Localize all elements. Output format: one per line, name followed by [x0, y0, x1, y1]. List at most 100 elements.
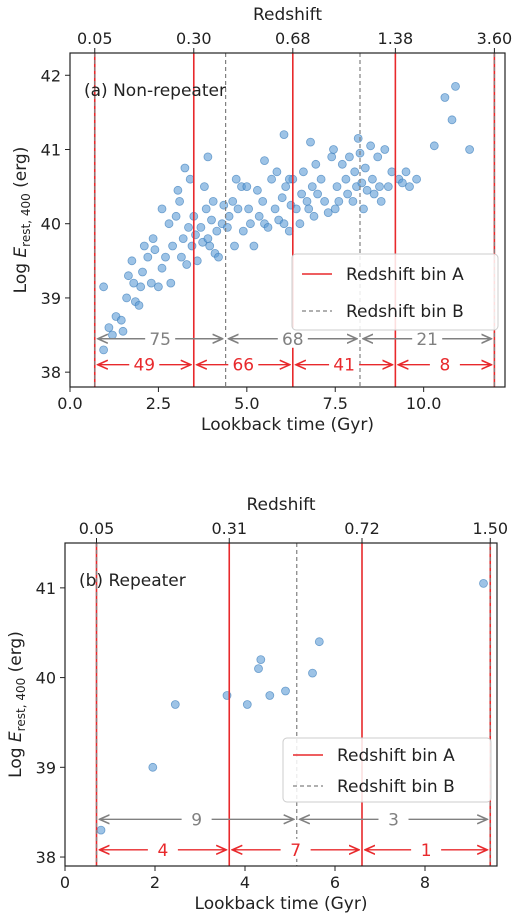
data-point: [267, 174, 277, 184]
plot-frame: [64, 542, 498, 867]
data-point: [309, 211, 319, 221]
y-axis-title-prefix: Log: [6, 742, 26, 778]
data-point: [348, 196, 358, 206]
data-point: [168, 241, 178, 251]
data-point: [260, 156, 269, 166]
data-point: [405, 182, 414, 192]
data-point: [161, 252, 170, 262]
legend-box: [282, 737, 492, 803]
data-point: [316, 174, 326, 184]
legend: Redshift bin A Redshift bin B: [291, 253, 499, 331]
data-point: [254, 211, 264, 221]
bin-b-count-label: 68: [282, 330, 304, 350]
x-axis-title: Lookback time (Gyr): [201, 415, 374, 435]
bin-b-count-label: 9: [191, 810, 202, 830]
x-tick-label: 0: [60, 873, 70, 892]
data-point: [330, 204, 340, 214]
data-point: [242, 182, 252, 192]
data-point: [297, 189, 307, 199]
data-point: [401, 167, 411, 177]
y-axis-title-variable: E: [11, 247, 31, 258]
data-point: [447, 115, 457, 125]
redshift-axis-title: Redshift: [253, 5, 322, 25]
y-axis-title-unit: (erg): [11, 147, 31, 194]
data-point: [451, 82, 460, 91]
data-point: [272, 167, 282, 177]
data-point: [281, 182, 291, 192]
data-point: [254, 664, 263, 673]
data-point: [139, 241, 149, 251]
data-point: [224, 211, 234, 221]
data-point: [191, 230, 200, 240]
legend-label-bin-b: Redshift bin B: [346, 302, 464, 322]
data-point: [127, 256, 137, 266]
data-point: [344, 152, 354, 162]
data-point: [383, 182, 393, 192]
data-point: [157, 204, 167, 214]
redshift-tick-label: 0.30: [176, 29, 212, 48]
y-tick-label: 38: [36, 848, 56, 867]
y-axis-title-unit: (erg): [6, 631, 26, 678]
data-point: [329, 145, 338, 154]
data-point: [376, 196, 386, 206]
data-point: [184, 222, 193, 232]
data-point: [357, 178, 367, 188]
data-point: [265, 691, 275, 700]
panel-label: (a) Non-repeater: [84, 81, 226, 101]
data-point: [320, 196, 330, 206]
data-point: [362, 185, 372, 195]
data-point: [153, 282, 163, 292]
data-point: [313, 189, 323, 199]
redshift-tick-label: 0.05: [79, 519, 115, 538]
data-point: [242, 700, 252, 709]
data-point: [118, 326, 128, 336]
data-point: [307, 182, 317, 192]
data-point: [397, 178, 407, 188]
data-point: [359, 204, 368, 214]
redshift-tick-label: 3.60: [477, 29, 513, 48]
data-point: [180, 163, 190, 173]
data-point: [440, 93, 450, 102]
data-point: [150, 245, 160, 255]
data-point: [256, 655, 266, 664]
data-point: [244, 204, 254, 214]
data-point: [279, 130, 289, 140]
y-axis-title-subscript: rest, 400: [19, 193, 33, 247]
data-point: [148, 234, 158, 244]
data-point: [479, 579, 488, 588]
y-tick-label: 42: [41, 66, 61, 85]
bin-a-count-label: 41: [333, 356, 355, 376]
data-point: [341, 174, 351, 184]
data-point: [298, 167, 308, 177]
data-point: [116, 315, 126, 325]
data-point: [314, 637, 324, 647]
bin-b-count-label: 3: [388, 810, 399, 830]
y-axis-title: Log Erest, 400 (erg): [6, 631, 28, 778]
data-point: [207, 215, 216, 225]
bin-b-count-label: 21: [416, 330, 438, 350]
data-point: [311, 159, 321, 169]
data-point: [360, 163, 370, 173]
data-point: [367, 174, 377, 184]
data-point: [277, 193, 287, 203]
data-point: [219, 200, 229, 210]
data-point: [123, 271, 133, 281]
redshift-tick-label: 1.50: [472, 519, 508, 538]
data-point: [380, 145, 390, 154]
redshift-tick-label: 0.31: [211, 519, 247, 538]
x-axis-title: Lookback time (Gyr): [195, 894, 368, 914]
data-point: [208, 196, 218, 206]
data-point: [308, 668, 317, 678]
data-point: [222, 222, 232, 232]
data-point: [173, 185, 183, 195]
data-point: [182, 260, 192, 269]
data-point: [108, 330, 117, 340]
data-point: [96, 825, 106, 835]
bin-a-count-label: 66: [232, 356, 254, 376]
data-point: [366, 141, 376, 151]
y-axis-title: Log Erest, 400 (erg): [11, 147, 33, 294]
data-point: [134, 300, 144, 310]
data-point: [176, 252, 186, 262]
data-point: [323, 208, 333, 218]
data-point: [138, 267, 147, 277]
